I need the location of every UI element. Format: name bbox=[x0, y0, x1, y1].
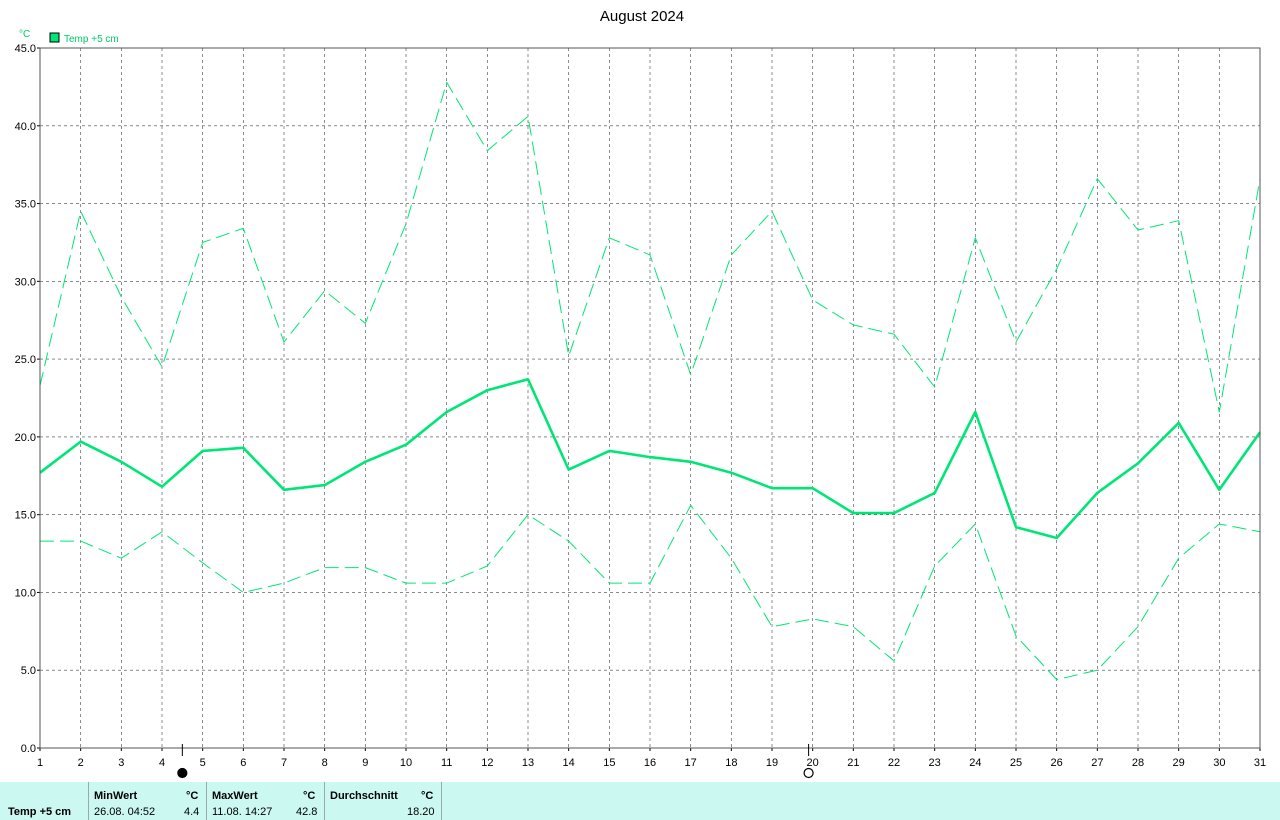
x-tick-label: 8 bbox=[322, 757, 328, 769]
stats-min-header: MinWert bbox=[94, 790, 138, 802]
x-tick-label: 21 bbox=[847, 757, 859, 769]
stats-avg-unit: °C bbox=[421, 790, 434, 802]
stats-avg-header: Durchschnitt bbox=[330, 790, 398, 802]
x-tick-label: 18 bbox=[725, 757, 737, 769]
stats-max-cell: MaxWert °C 11.08. 14:27 42.8 bbox=[207, 782, 325, 820]
x-tick-label: 4 bbox=[159, 757, 165, 769]
x-tick-label: 20 bbox=[807, 757, 819, 769]
x-tick-label: 26 bbox=[1051, 757, 1063, 769]
x-tick-label: 12 bbox=[481, 757, 493, 769]
x-tick-label: 29 bbox=[1173, 757, 1185, 769]
series-lines bbox=[39, 81, 1262, 681]
full-moon-icon bbox=[803, 767, 814, 779]
x-tick-label: 5 bbox=[200, 757, 206, 769]
x-tick-label: 22 bbox=[888, 757, 900, 769]
x-tick-label: 19 bbox=[766, 757, 778, 769]
x-tick-label: 25 bbox=[1010, 757, 1022, 769]
x-tick-label: 23 bbox=[929, 757, 941, 769]
x-axis-ticks: 1 2 3 4 5 6 7 8 9 10 11 12 13 14 15 16 17 18 19 20 21 22 23 24 2… bbox=[37, 748, 1266, 769]
stats-min-value: 4.4 bbox=[184, 806, 200, 818]
stats-max-value: 42.8 bbox=[296, 806, 318, 818]
stats-max-header: MaxWert bbox=[212, 790, 258, 802]
x-tick-label: 27 bbox=[1091, 757, 1103, 769]
x-tick-label: 3 bbox=[118, 757, 124, 769]
x-tick-label: 2 bbox=[78, 757, 84, 769]
x-tick-label: 7 bbox=[281, 757, 287, 769]
stats-min-unit: °C bbox=[186, 790, 199, 802]
y-tick-label: 45.0 bbox=[15, 43, 36, 55]
y-tick-label: 15.0 bbox=[15, 510, 36, 522]
x-tick-label: 9 bbox=[362, 757, 368, 769]
x-tick-label: 30 bbox=[1213, 757, 1225, 769]
chart-title: August 2024 bbox=[600, 8, 684, 25]
stats-max-unit: °C bbox=[303, 790, 316, 802]
legend-swatch bbox=[49, 32, 60, 43]
y-axis-unit: °C bbox=[19, 29, 30, 40]
y-tick-label: 5.0 bbox=[21, 665, 36, 677]
stats-avg-cell: Durchschnitt °C 18.20 bbox=[325, 782, 442, 820]
stats-min-cell: MinWert °C 26.08. 04:52 4.4 bbox=[89, 782, 207, 820]
x-tick-label: 28 bbox=[1132, 757, 1144, 769]
y-tick-label: 35.0 bbox=[15, 199, 36, 211]
x-tick-label: 14 bbox=[563, 757, 575, 769]
y-tick-label: 25.0 bbox=[15, 354, 36, 366]
series-min-line bbox=[40, 504, 1261, 681]
stats-row-label: Temp +5 cm bbox=[8, 806, 72, 818]
stats-avg-value: 18.20 bbox=[407, 806, 435, 818]
x-tick-label: 13 bbox=[522, 757, 534, 769]
y-tick-label: 40.0 bbox=[15, 121, 36, 133]
x-tick-label: 31 bbox=[1254, 757, 1266, 769]
legend-label: Temp +5 cm bbox=[64, 34, 119, 45]
y-tick-label: 10.0 bbox=[15, 587, 36, 599]
grid bbox=[40, 47, 1260, 749]
legend: Temp +5 cm bbox=[49, 32, 119, 45]
series-max-line bbox=[39, 81, 1261, 413]
new-moon-icon bbox=[177, 767, 188, 779]
x-tick-label: 6 bbox=[240, 757, 246, 769]
x-tick-label: 17 bbox=[685, 757, 697, 769]
stats-max-when: 11.08. 14:27 bbox=[212, 806, 273, 818]
x-tick-label: 16 bbox=[644, 757, 656, 769]
plot-frame bbox=[39, 47, 1261, 749]
series-mean-line bbox=[39, 377, 1262, 540]
stats-min-when: 26.08. 04:52 bbox=[94, 806, 156, 818]
y-tick-label: 20.0 bbox=[15, 432, 36, 444]
x-tick-label: 15 bbox=[603, 757, 615, 769]
y-tick-label: 30.0 bbox=[15, 276, 36, 288]
y-axis-ticks: 0.0 5.0 10.0 15.0 20.0 25.0 30.0 35.0 40.0 45.0 bbox=[15, 43, 40, 755]
stats-row-label-cell: Temp +5 cm bbox=[0, 782, 89, 820]
temperature-chart: August 2024 °C Temp +5 cm 0.0 5.0 10.0 15.0… bbox=[15, 8, 1266, 779]
x-tick-label: 11 bbox=[441, 757, 452, 769]
x-tick-label: 24 bbox=[969, 757, 981, 769]
statistics-bar: Temp +5 cm MinWert °C 26.08. 04:52 4.4 M… bbox=[0, 782, 1280, 820]
x-tick-label: 1 bbox=[37, 757, 43, 769]
y-tick-label: 0.0 bbox=[21, 743, 36, 755]
x-tick-label: 10 bbox=[400, 757, 412, 769]
moon-phases bbox=[177, 744, 814, 779]
